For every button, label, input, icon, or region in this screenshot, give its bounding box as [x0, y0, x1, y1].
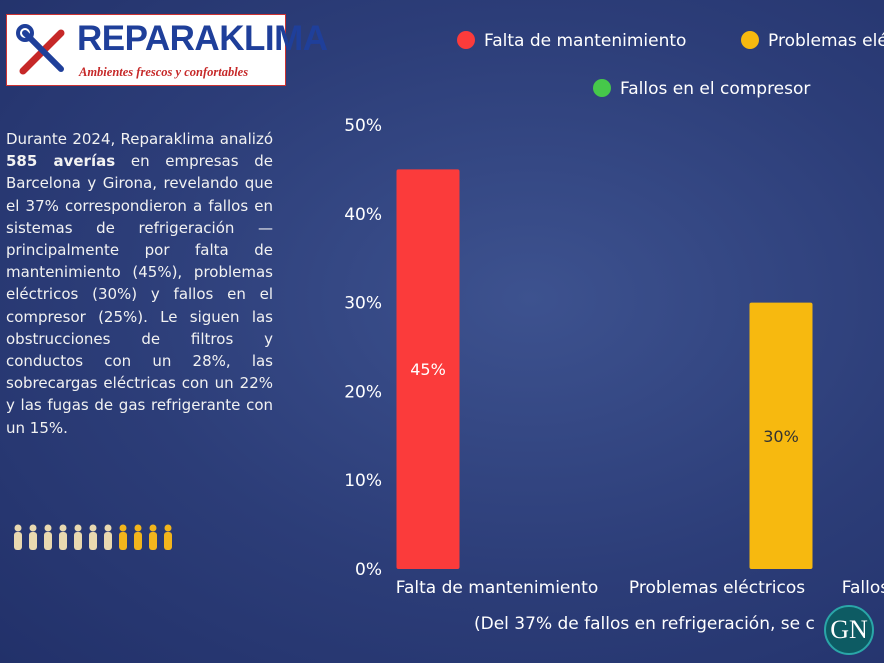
brand: REPARAKLIMA — [77, 19, 328, 58]
x-tick-label: Falta de mantenimiento — [396, 578, 598, 598]
people-icons — [14, 524, 172, 550]
x-tick-label: Fallos en el compresor — [842, 578, 884, 598]
data-label: 45% — [410, 360, 446, 379]
tagline: Ambientes frescos y confortables — [79, 65, 249, 79]
highlight: 585 averías — [6, 152, 116, 171]
summary-paragraph: Durante 2024, Reparaklima analizó 585 av… — [6, 128, 273, 439]
text: Durante 2024, Reparaklima analizó — [6, 130, 273, 148]
legend-swatch — [457, 31, 475, 49]
bar — [749, 302, 813, 569]
chart-note: (Del 37% de fallos en refrigeración, se … — [474, 614, 815, 634]
logo-icon — [16, 24, 65, 75]
y-tick-label: 20% — [344, 382, 382, 402]
legend-label: Falta de mantenimiento — [484, 31, 686, 51]
y-tick-label: 50% — [344, 116, 382, 136]
y-tick-label: 30% — [344, 294, 382, 314]
legend-swatch — [593, 79, 611, 97]
data-label: 30% — [763, 427, 799, 446]
legend-label: Fallos en el compresor — [620, 79, 810, 99]
text: en empresas de Barcelona y Girona, revel… — [6, 152, 273, 437]
legend-label: Problemas eléctricos — [768, 31, 884, 51]
badge: GN — [824, 605, 874, 655]
y-tick-label: 0% — [355, 560, 382, 580]
bar — [396, 169, 460, 569]
y-tick-label: 40% — [344, 205, 382, 225]
logo: REPARAKLIMA Ambientes frescos y conforta… — [6, 14, 328, 86]
x-tick-label: Problemas eléctricos — [629, 578, 805, 598]
y-tick-label: 10% — [344, 471, 382, 491]
legend-swatch — [741, 31, 759, 49]
